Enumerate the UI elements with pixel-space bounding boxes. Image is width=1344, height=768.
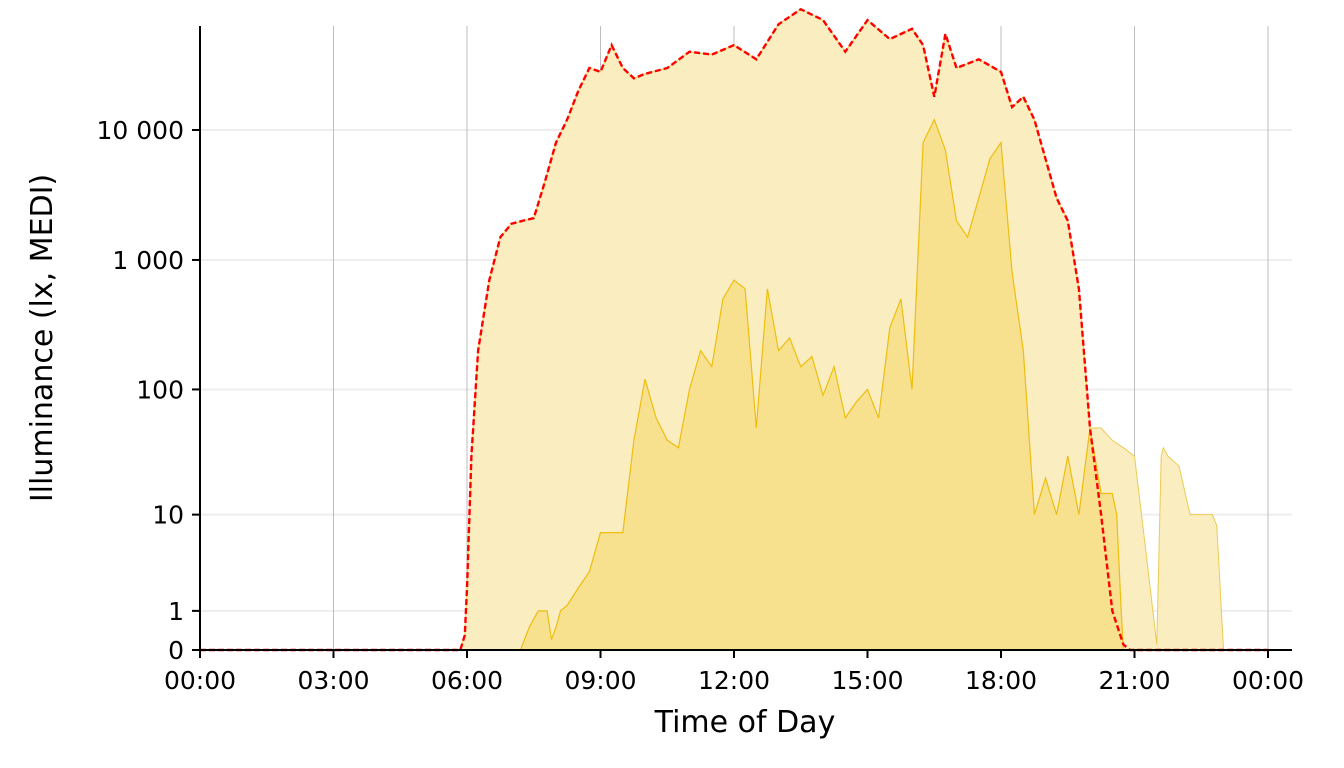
x-tick-label-7: 21:00 <box>1098 666 1170 695</box>
y-tick-label-0: 0 <box>168 636 184 665</box>
x-tick-label-5: 15:00 <box>831 666 903 695</box>
lower-area-line <box>200 118 1124 651</box>
red-dashed-line <box>200 7 1268 652</box>
y-tick-label-5: 10 000 <box>97 116 184 145</box>
x-tick-label-6: 18:00 <box>965 666 1037 695</box>
y-tick-label-2: 10 <box>152 501 184 530</box>
x-tick-label-4: 12:00 <box>698 666 770 695</box>
x-tick-label-0: 00:00 <box>164 666 236 695</box>
tick-labels: 00:00 03:00 06:00 09:00 12:00 15:00 18:00 21:00… <box>97 116 1305 695</box>
x-tick-label-3: 09:00 <box>564 666 636 695</box>
x-axis-label: Time of Day <box>654 705 836 740</box>
y-axis-label: Illuminance (lx, MEDI) <box>25 174 60 502</box>
x-tick-label-1: 03:00 <box>297 666 369 695</box>
y-tick-label-4: 1 000 <box>112 246 184 275</box>
lower-area <box>200 119 1124 650</box>
data-areas <box>200 7 1268 652</box>
x-tick-label-8: 00:00 <box>1232 666 1304 695</box>
y-tick-label-1: 1 <box>168 597 184 626</box>
x-tick-label-2: 06:00 <box>431 666 503 695</box>
y-tick-label-3: 100 <box>136 375 184 404</box>
